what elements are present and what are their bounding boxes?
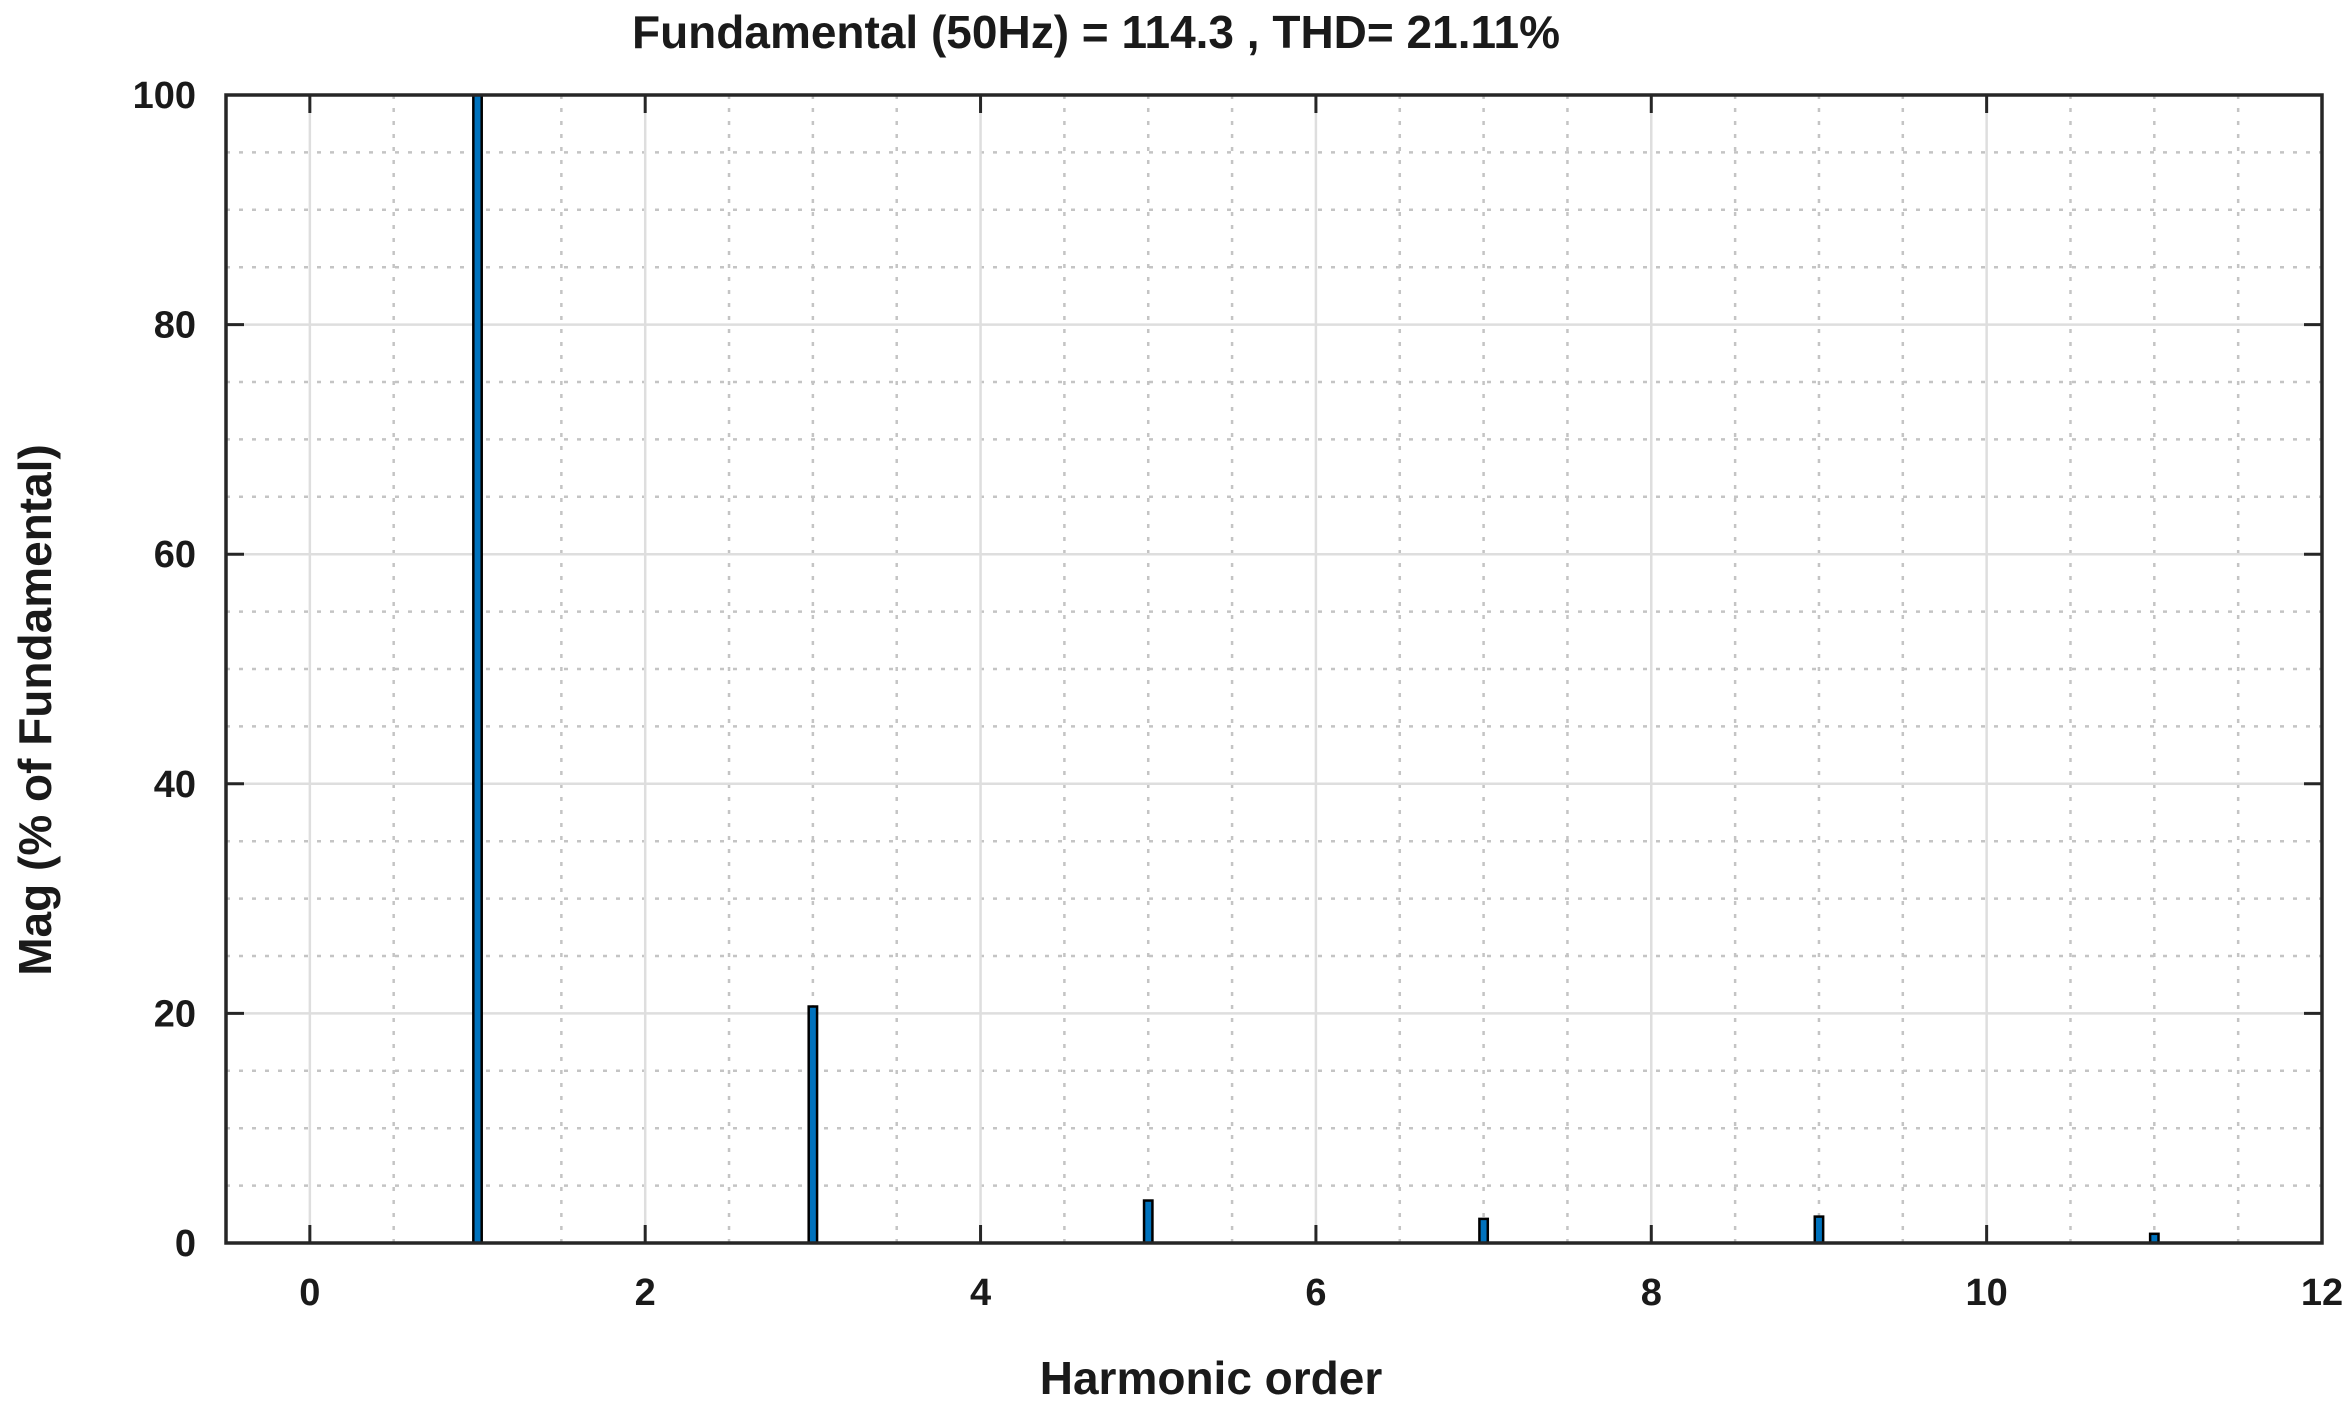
x-tick-labels: 0 2 4 6 8 10 12 [299,1272,2343,1314]
bar-harmonic-1 [472,93,483,1245]
x-tick-label: 0 [299,1272,320,1314]
x-tick-label: 12 [2301,1272,2343,1314]
bar-harmonic-7 [1478,1217,1490,1245]
y-tick-labels: 0 20 40 60 80 100 [133,75,196,1265]
plot-area-frame [224,93,2324,1245]
y-tick-label: 100 [133,75,196,117]
bar-harmonic-9 [1813,1215,1825,1245]
x-tick-label: 6 [1305,1272,1326,1314]
x-tick-label: 10 [1965,1272,2007,1314]
x-tick-label: 8 [1641,1272,1662,1314]
y-tick-label: 20 [154,993,196,1035]
major-grid [226,95,2322,1243]
x-tick-label: 4 [970,1272,991,1314]
y-tick-label: 60 [154,534,196,576]
x-tick-label: 2 [635,1272,656,1314]
axis-ticks [226,93,2324,1245]
y-tick-label: 40 [154,764,196,806]
bar-harmonic-5 [1142,1199,1154,1245]
chart-title: Fundamental (50Hz) = 114.3 , THD= 21.11% [632,6,1560,58]
minor-grid [226,95,2322,1243]
y-tick-label: 80 [154,305,196,347]
y-tick-label: 0 [175,1223,196,1265]
bar-harmonic-3 [807,1005,819,1245]
x-axis-label: Harmonic order [1040,1352,1383,1404]
y-axis-label: Mag (% of Fundamental) [9,444,61,976]
